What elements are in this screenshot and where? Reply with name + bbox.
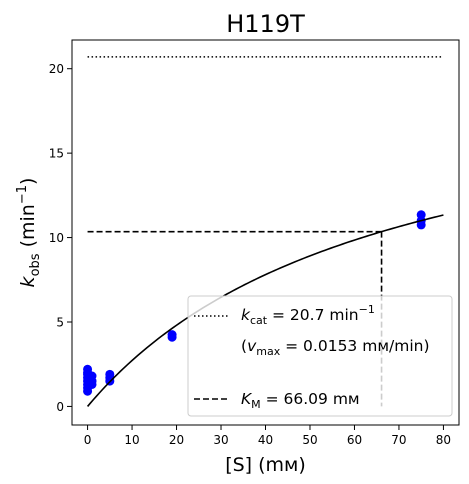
- data-point: [87, 371, 97, 381]
- legend-vmax-label: (vmax = 0.0153 mм/min): [241, 337, 430, 358]
- y-tick-label: 5: [56, 315, 64, 329]
- data-point: [167, 330, 177, 340]
- legend-km-label: KM = 66.09 mм: [241, 390, 360, 411]
- x-tick-label: 30: [213, 433, 228, 447]
- x-tick-label: 10: [124, 433, 139, 447]
- y-tick-label: 10: [49, 231, 64, 245]
- x-axis-ticks: 0 10 20 30 40 50 60 70 80: [84, 425, 451, 447]
- x-tick-label: 40: [258, 433, 273, 447]
- y-tick-label: 0: [56, 400, 64, 414]
- data-point: [83, 364, 93, 374]
- michaelis-menten-fit-curve: [86, 214, 444, 407]
- data-point: [416, 210, 426, 220]
- x-tick-label: 80: [436, 433, 451, 447]
- x-tick-label: 70: [391, 433, 406, 447]
- x-tick-label: 60: [347, 433, 362, 447]
- chart-marks: [83, 56, 444, 407]
- y-tick-label: 15: [49, 147, 64, 161]
- x-tick-label: 20: [169, 433, 184, 447]
- legend-kcat-label: kcat = 20.7 min−1: [241, 303, 375, 327]
- data-point: [105, 369, 115, 379]
- y-axis-ticks: 0 5 10 15 20: [49, 62, 72, 414]
- y-tick-label: 20: [49, 62, 64, 76]
- y-axis-label: kobs (min−1): [15, 178, 43, 288]
- x-axis-label: [S] (mм): [225, 454, 306, 476]
- legend-box: [187, 295, 453, 417]
- chart-title: H119T: [226, 10, 305, 38]
- x-tick-label: 50: [302, 433, 317, 447]
- x-tick-label: 0: [84, 433, 92, 447]
- legend: kcat = 20.7 min−1 (vmax = 0.0153 mм/min)…: [187, 295, 453, 417]
